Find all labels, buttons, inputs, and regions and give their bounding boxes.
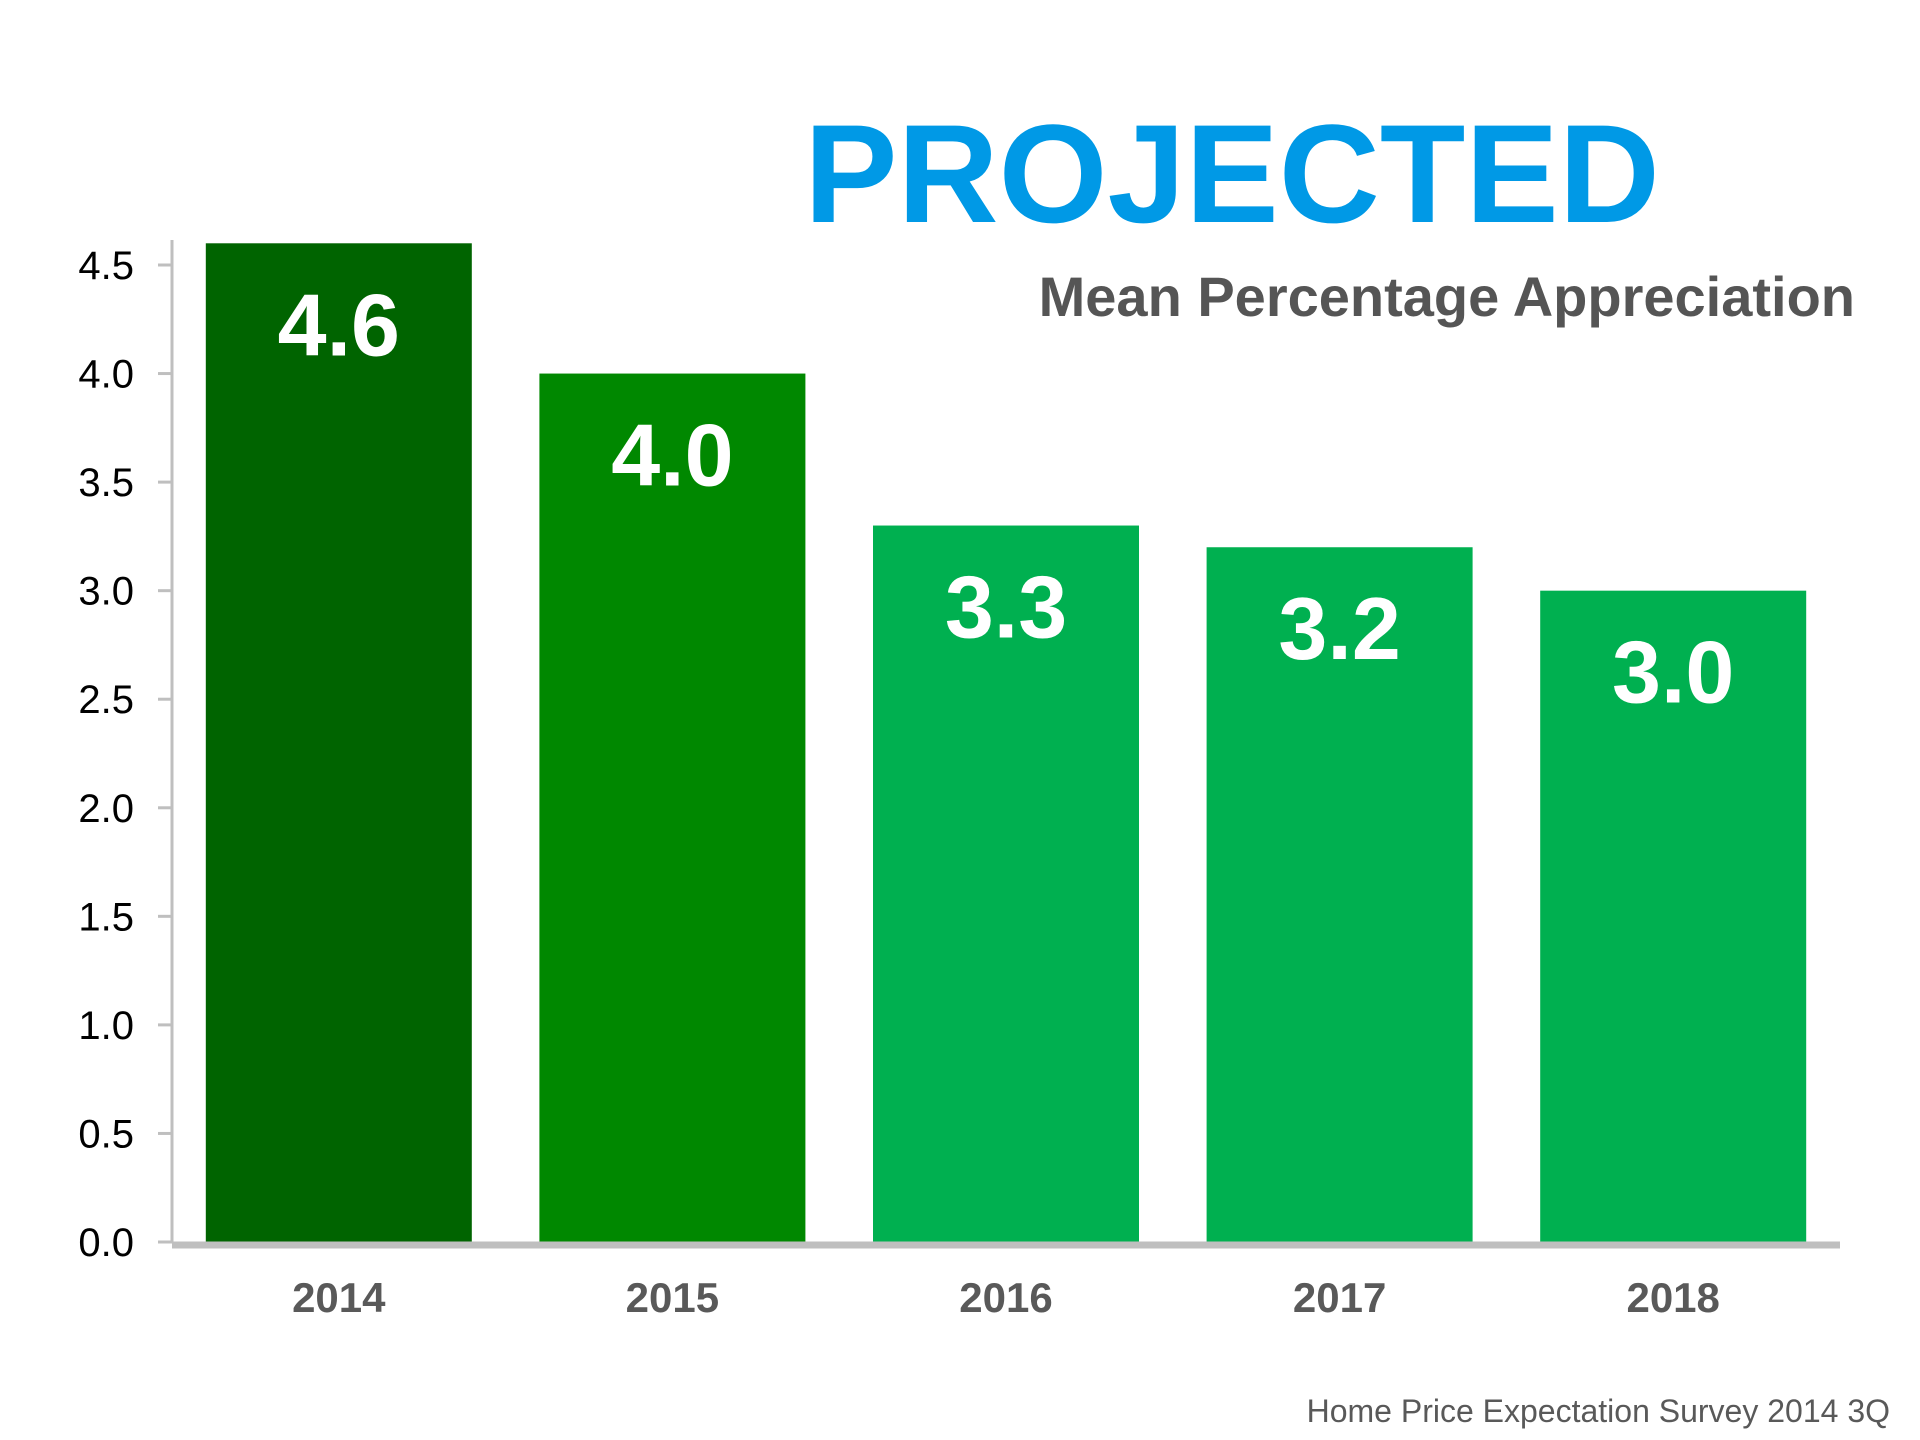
data-label-2015: 4.0 [611, 406, 733, 505]
y-tick-label: 1.5 [78, 895, 134, 939]
source-note: Home Price Expectation Survey 2014 3Q [1307, 1393, 1890, 1429]
y-tick-label: 0.0 [78, 1221, 134, 1265]
bar-2018 [1540, 590, 1807, 1242]
x-tick-label-2015: 2015 [626, 1274, 719, 1321]
x-axis: 2014 2015 2016 2017 2018 [172, 1241, 1840, 1321]
x-tick-label-2016: 2016 [959, 1274, 1052, 1321]
chart-title: PROJECTED [804, 95, 1660, 252]
chart-subtitle: Mean Percentage Appreciation [1039, 265, 1855, 328]
y-tick-label: 4.0 [78, 353, 134, 397]
bars-group: 4.6 4.0 3.3 3.2 3.0 [205, 243, 1807, 1243]
y-tick-label: 3.5 [78, 461, 134, 505]
y-axis: 0.0 0.5 1.0 1.5 2.0 2.5 3.0 3.5 4.0 4.5 [78, 240, 174, 1265]
y-tick-label: 2.0 [78, 787, 134, 831]
bar-2014 [205, 243, 472, 1243]
data-label-2018: 3.0 [1612, 623, 1734, 722]
y-tick-label: 0.5 [78, 1112, 134, 1156]
y-tick-label: 4.5 [78, 244, 134, 288]
bar-2015 [539, 373, 806, 1242]
x-tick-label-2018: 2018 [1626, 1274, 1719, 1321]
data-label-2017: 3.2 [1278, 579, 1400, 678]
y-tick-label: 3.0 [78, 570, 134, 614]
y-tick-label: 2.5 [78, 678, 134, 722]
bar-2017 [1206, 547, 1473, 1242]
data-label-2014: 4.6 [278, 275, 400, 374]
y-tick-label: 1.0 [78, 1004, 134, 1048]
x-tick-label-2017: 2017 [1293, 1274, 1386, 1321]
bar-2016 [873, 525, 1139, 1242]
data-label-2016: 3.3 [945, 558, 1067, 657]
x-tick-label-2014: 2014 [292, 1274, 386, 1321]
